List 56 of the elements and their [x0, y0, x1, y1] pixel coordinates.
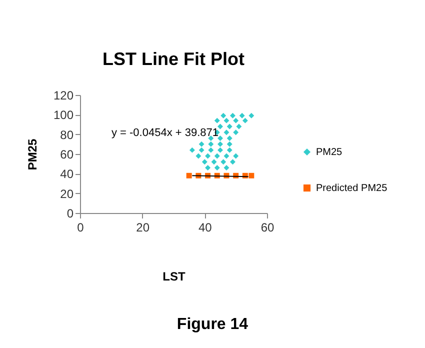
point	[214, 153, 220, 159]
point	[208, 141, 214, 147]
point	[248, 112, 254, 118]
point	[218, 124, 223, 130]
point	[205, 165, 211, 171]
point	[224, 118, 230, 124]
point	[186, 172, 192, 178]
point	[189, 147, 195, 153]
y-tick-label: 40	[60, 167, 74, 182]
point	[224, 153, 230, 159]
point	[214, 118, 220, 124]
y-tick-label: 100	[53, 108, 74, 122]
x-tick-label: 20	[136, 220, 150, 234]
point	[198, 141, 204, 147]
y-tick-label: 60	[60, 148, 74, 162]
point	[239, 112, 245, 118]
point	[214, 165, 220, 171]
point	[230, 112, 236, 118]
y-tick-label: 80	[60, 128, 74, 142]
point	[205, 153, 211, 159]
point	[224, 165, 230, 171]
y-axis-title: PM25	[25, 138, 40, 170]
point	[220, 159, 226, 165]
point	[218, 136, 223, 142]
y-tick-label: 120	[53, 88, 74, 102]
point	[198, 147, 204, 153]
point	[220, 112, 226, 118]
x-tick-label: 60	[260, 220, 274, 234]
point	[248, 172, 254, 178]
legend-label: Predicted PM25	[316, 183, 388, 194]
point	[208, 147, 214, 153]
point	[226, 124, 232, 130]
x-axis-title: LST	[162, 270, 186, 284]
point	[218, 141, 223, 147]
legend-label: PM25	[316, 147, 343, 158]
chart-title: LST Line Fit Plot	[102, 49, 244, 69]
x-tick-label: 40	[198, 220, 212, 234]
point	[211, 159, 217, 165]
point	[196, 153, 202, 159]
point	[226, 141, 232, 147]
point	[218, 147, 223, 153]
point	[233, 118, 239, 124]
y-tick-label: 0	[66, 206, 74, 220]
point	[233, 130, 239, 136]
point	[236, 124, 242, 130]
point	[230, 159, 236, 165]
caption: Figure 14	[176, 316, 250, 334]
point	[233, 153, 239, 159]
point	[202, 159, 208, 165]
annotation: y = -0.0454x + 39.871	[111, 127, 219, 139]
point	[226, 136, 232, 142]
point	[226, 147, 232, 153]
point	[242, 118, 248, 124]
x-tick-label: 0	[77, 220, 84, 234]
point	[224, 130, 230, 136]
y-tick-label: 20	[60, 186, 74, 201]
